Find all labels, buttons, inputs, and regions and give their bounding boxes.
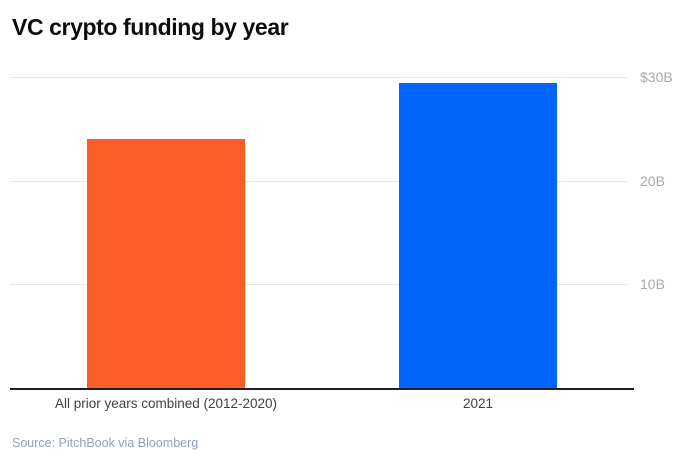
bar-year-2021 [399, 83, 557, 388]
bar-chart-plot-area: $30B 20B 10B [10, 69, 673, 390]
x-axis-category-label: 2021 [462, 396, 494, 411]
y-axis-tick-label: 20B [640, 172, 665, 189]
gridline-20 [10, 180, 628, 182]
y-axis-tick-label: 10B [640, 276, 665, 293]
source-attribution: Source: PitchBook via Bloomberg [12, 436, 199, 450]
gridline-30 [10, 77, 628, 78]
x-axis-category-label: All prior years combined (2012-2020) [54, 396, 278, 411]
chart-title: VC crypto funding by year [12, 14, 289, 40]
gridline-10 [10, 284, 628, 286]
x-axis-labels: All prior years combined (2012-2020) 2021 [10, 396, 634, 411]
x-axis-line [10, 388, 634, 390]
bar-prior-years [87, 139, 245, 388]
y-axis-tick-label: $30B [640, 69, 673, 85]
